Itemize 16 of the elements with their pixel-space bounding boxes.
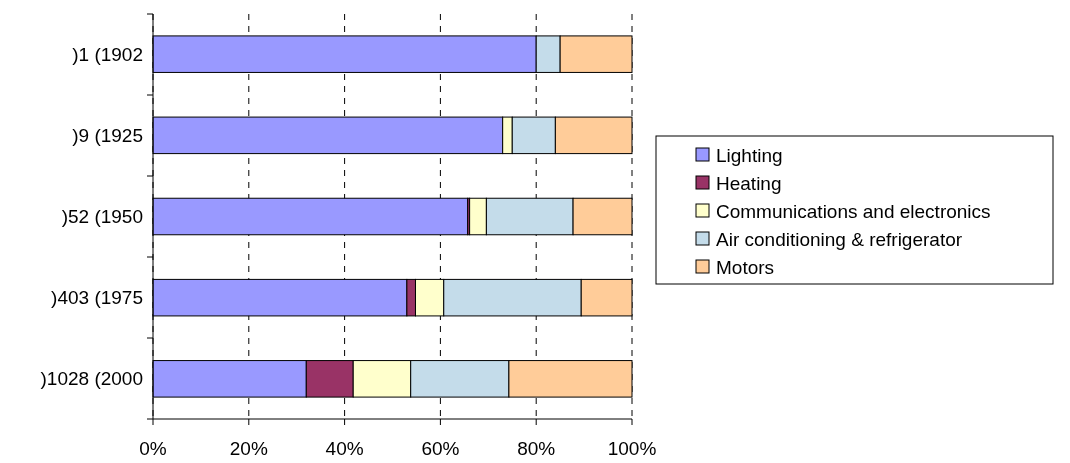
y-tick-label: )9 (1925 bbox=[72, 124, 143, 146]
x-tick-label: 60% bbox=[421, 438, 460, 459]
x-tick-label: 20% bbox=[229, 438, 268, 459]
legend-label: Heating bbox=[716, 172, 782, 194]
legend-label: Lighting bbox=[716, 144, 783, 166]
x-tick-label: 100% bbox=[607, 438, 657, 459]
x-tick-label: 40% bbox=[325, 438, 364, 459]
legend-label: Communications and electronics bbox=[716, 200, 991, 222]
legend-label: Motors bbox=[716, 256, 775, 278]
y-tick-label: )1028 (2000 bbox=[40, 368, 143, 390]
x-tick-label: 80% bbox=[517, 438, 556, 459]
y-tick-label: )1 (1902 bbox=[72, 43, 143, 65]
y-tick-label: )52 (1950 bbox=[61, 206, 143, 228]
legend-label: Air conditioning & refrigerator bbox=[716, 228, 963, 250]
x-tick-label: 0% bbox=[139, 438, 167, 459]
y-tick-label: )403 (1975 bbox=[51, 287, 143, 309]
